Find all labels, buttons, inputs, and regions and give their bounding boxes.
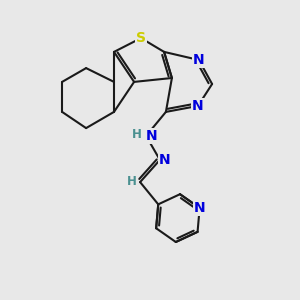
Text: H: H (127, 175, 136, 188)
Text: H: H (132, 128, 142, 142)
Text: N: N (192, 99, 204, 113)
Text: N: N (193, 53, 205, 67)
Text: N: N (194, 201, 206, 215)
Text: S: S (136, 31, 146, 45)
Text: N: N (146, 129, 157, 143)
Text: N: N (159, 153, 170, 167)
